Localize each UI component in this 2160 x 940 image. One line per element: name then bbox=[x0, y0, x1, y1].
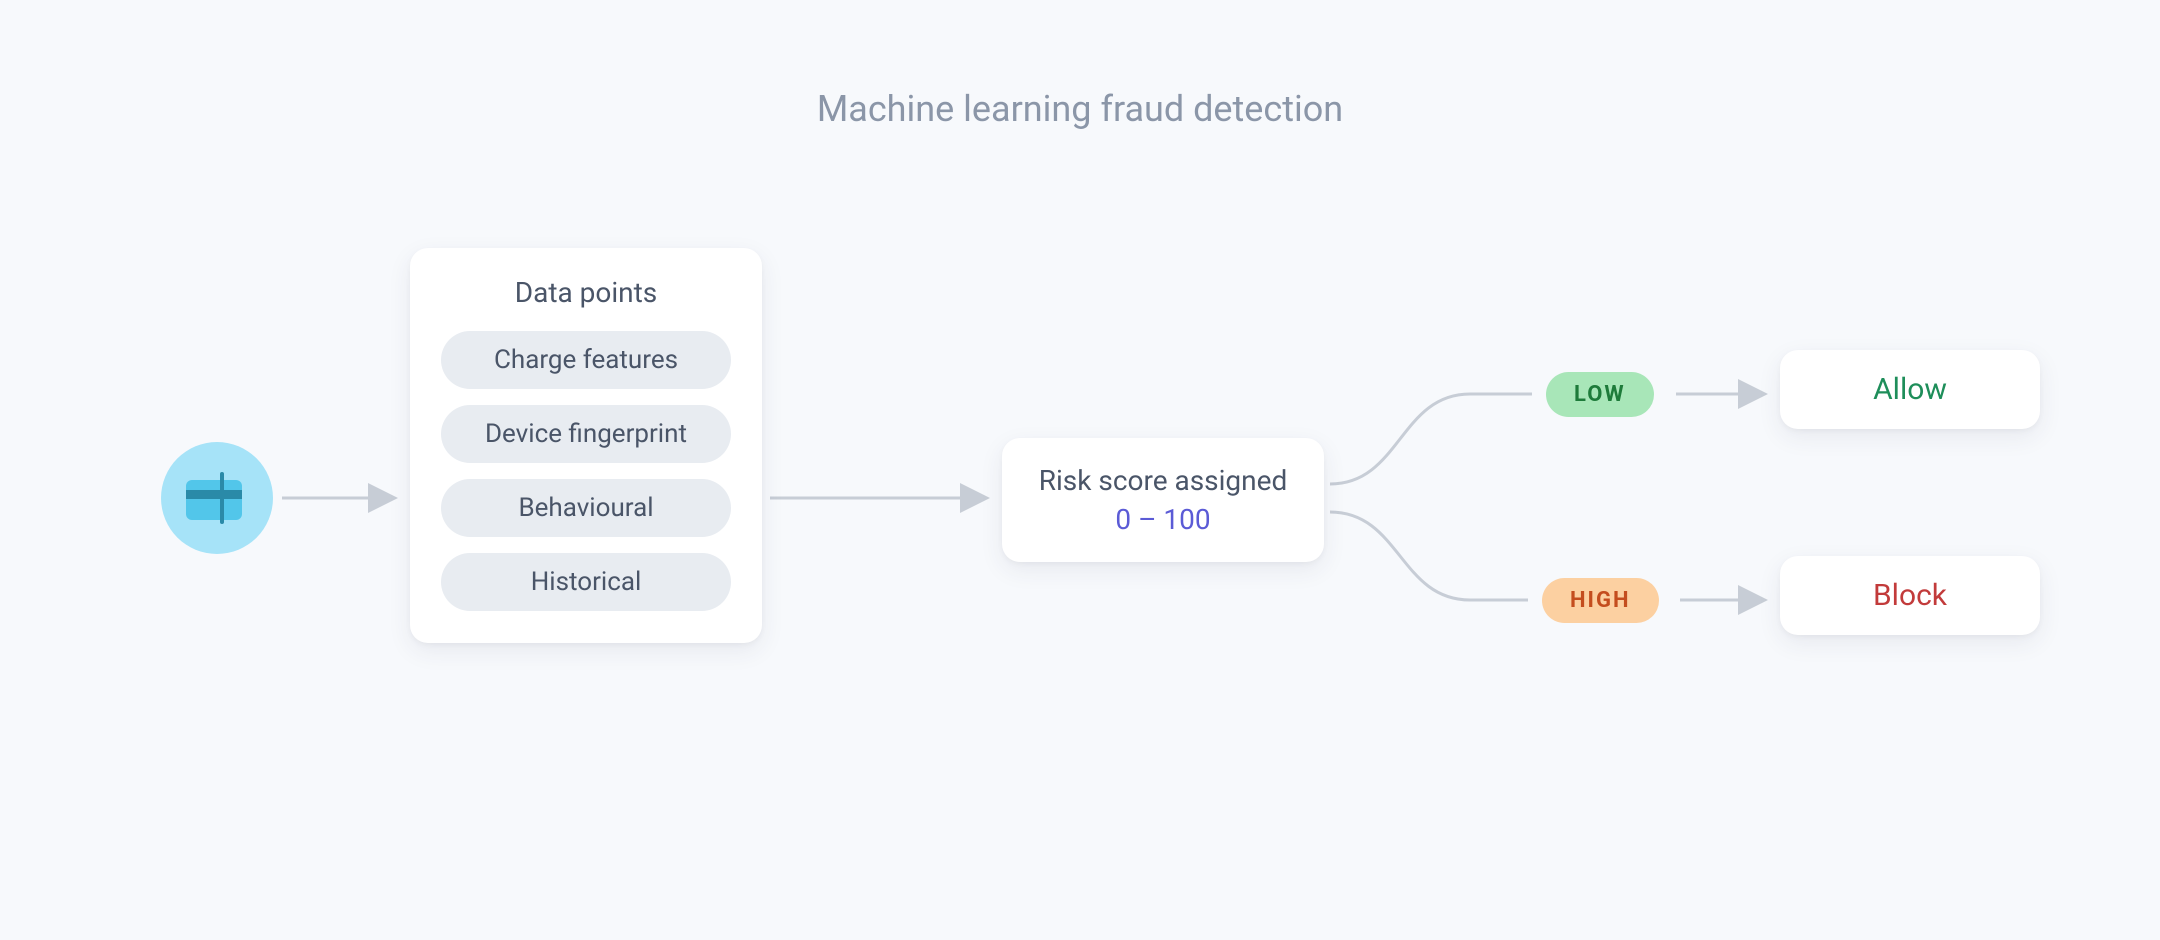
datapoints-title: Data points bbox=[515, 276, 658, 309]
badge-high: HIGH bbox=[1542, 578, 1659, 623]
diagram-title: Machine learning fraud detection bbox=[0, 88, 2160, 130]
risk-score-card: Risk score assigned 0 – 100 bbox=[1002, 438, 1324, 562]
datapoint-pill: Behavioural bbox=[441, 479, 731, 537]
outcome-allow-card: Allow bbox=[1780, 350, 2040, 429]
outcome-allow-label: Allow bbox=[1873, 372, 1947, 407]
risk-title: Risk score assigned bbox=[1036, 464, 1290, 497]
datapoints-card: Data points Charge features Device finge… bbox=[410, 248, 762, 643]
risk-range: 0 – 100 bbox=[1036, 503, 1290, 536]
outcome-block-card: Block bbox=[1780, 556, 2040, 635]
badge-low: LOW bbox=[1546, 372, 1654, 417]
credit-card-icon bbox=[182, 470, 252, 526]
datapoint-pill: Device fingerprint bbox=[441, 405, 731, 463]
outcome-block-label: Block bbox=[1873, 578, 1947, 613]
datapoint-pill: Historical bbox=[441, 553, 731, 611]
input-icon-circle bbox=[161, 442, 273, 554]
datapoint-pill: Charge features bbox=[441, 331, 731, 389]
diagram-canvas: Machine learning fraud detection Data po… bbox=[0, 0, 2160, 940]
